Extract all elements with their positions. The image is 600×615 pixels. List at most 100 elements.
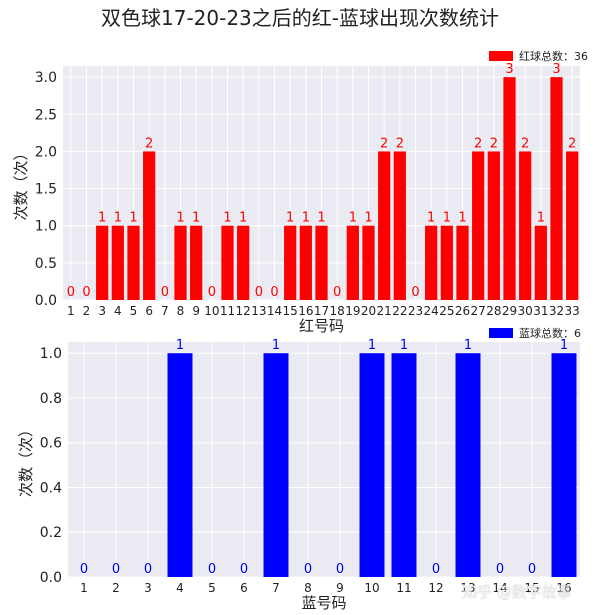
bar-value-label: 1 [427, 211, 435, 226]
x-tick-label: 5 [130, 304, 138, 318]
bar [566, 151, 579, 300]
bar-value-label: 0 [144, 562, 152, 577]
bar [362, 225, 375, 300]
bar [127, 225, 140, 300]
x-tick-label: 7 [272, 581, 280, 595]
y-tick-label: 0.0 [35, 293, 57, 309]
x-tick-label: 14 [492, 581, 507, 595]
bar-value-label: 0 [80, 562, 88, 577]
bar [391, 353, 417, 577]
bar [534, 225, 547, 300]
x-tick-label: 6 [145, 304, 153, 318]
bar [425, 225, 438, 300]
x-tick-label: 32 [549, 304, 564, 318]
bar-value-label: 1 [129, 211, 137, 226]
bar-value-label: 1 [537, 211, 545, 226]
x-tick-label: 10 [364, 581, 379, 595]
bar [393, 151, 406, 300]
bar [96, 225, 109, 300]
x-tick-label: 15 [524, 581, 539, 595]
bar-value-label: 1 [302, 211, 310, 226]
bar-value-label: 1 [560, 338, 568, 353]
bar-value-label: 1 [272, 338, 280, 353]
x-axis-label: 红号码 [299, 317, 344, 335]
x-tick-label: 3 [98, 304, 106, 318]
bar-value-label: 0 [304, 562, 312, 577]
x-tick-label: 17 [314, 304, 329, 318]
bar-value-label: 0 [496, 562, 504, 577]
bar-value-label: 2 [521, 136, 529, 151]
x-tick-label: 3 [144, 581, 152, 595]
bar [315, 225, 328, 300]
bar [237, 225, 250, 300]
x-tick-label: 11 [220, 304, 235, 318]
legend-swatch [489, 328, 513, 338]
y-tick-label: 0.2 [40, 525, 62, 541]
bar-value-label: 1 [176, 211, 184, 226]
bar [359, 353, 385, 577]
x-tick-label: 24 [424, 304, 439, 318]
x-tick-label: 9 [336, 581, 344, 595]
bar-value-label: 0 [208, 562, 216, 577]
x-tick-label: 7 [161, 304, 169, 318]
x-tick-label: 16 [556, 581, 571, 595]
bar-value-label: 2 [490, 136, 498, 151]
bar-value-label: 1 [192, 211, 200, 226]
x-tick-label: 8 [304, 581, 312, 595]
x-axis-label: 蓝号码 [301, 594, 346, 612]
bar-value-label: 2 [380, 136, 388, 151]
bar [143, 151, 156, 300]
bar [263, 353, 289, 577]
y-tick-label: 0.5 [35, 256, 57, 272]
x-tick-label: 14 [267, 304, 282, 318]
x-tick-label: 28 [486, 304, 501, 318]
legend-label: 蓝球总数：6 [519, 326, 581, 340]
bar-value-label: 1 [286, 211, 294, 226]
x-tick-label: 20 [361, 304, 376, 318]
bar-value-label: 0 [240, 562, 248, 577]
legend-swatch [489, 51, 513, 61]
y-tick-label: 0.4 [40, 480, 62, 496]
x-tick-label: 1 [67, 304, 75, 318]
x-tick-label: 1 [80, 581, 88, 595]
x-tick-label: 23 [408, 304, 423, 318]
bar [167, 353, 193, 577]
bar-value-label: 0 [112, 562, 120, 577]
bar-value-label: 1 [176, 338, 184, 353]
watermark: 知乎 @数字故事 [462, 583, 572, 601]
x-tick-label: 8 [177, 304, 185, 318]
bar-value-label: 1 [239, 211, 247, 226]
bar-value-label: 1 [464, 338, 472, 353]
x-tick-label: 31 [533, 304, 548, 318]
plot-area [68, 342, 580, 577]
bar [111, 225, 124, 300]
x-tick-label: 15 [283, 304, 298, 318]
bar-value-label: 0 [336, 562, 344, 577]
x-tick-label: 4 [176, 581, 184, 595]
bar-value-label: 1 [114, 211, 122, 226]
bar-value-label: 0 [528, 562, 536, 577]
x-tick-label: 9 [192, 304, 200, 318]
bar-value-label: 1 [349, 211, 357, 226]
bar [503, 77, 516, 301]
y-tick-label: 2.5 [35, 107, 57, 123]
bar-value-label: 1 [443, 211, 451, 226]
y-tick-label: 1.0 [35, 219, 57, 235]
bar-value-label: 0 [255, 285, 263, 300]
y-tick-label: 2.0 [35, 144, 57, 160]
bar-value-label: 2 [145, 136, 153, 151]
bar-value-label: 3 [505, 62, 513, 77]
x-tick-label: 30 [518, 304, 533, 318]
y-tick-label: 0.0 [40, 570, 62, 586]
x-tick-label: 33 [565, 304, 580, 318]
bar [487, 151, 500, 300]
y-tick-label: 0.6 [40, 436, 62, 452]
bar [284, 225, 297, 300]
red-ball-chart: 0.00.51.01.52.02.53.00102131415260718190… [12, 49, 588, 335]
x-tick-label: 26 [455, 304, 470, 318]
bar [346, 225, 359, 300]
x-tick-label: 2 [112, 581, 120, 595]
x-tick-label: 22 [392, 304, 407, 318]
x-tick-label: 19 [345, 304, 360, 318]
